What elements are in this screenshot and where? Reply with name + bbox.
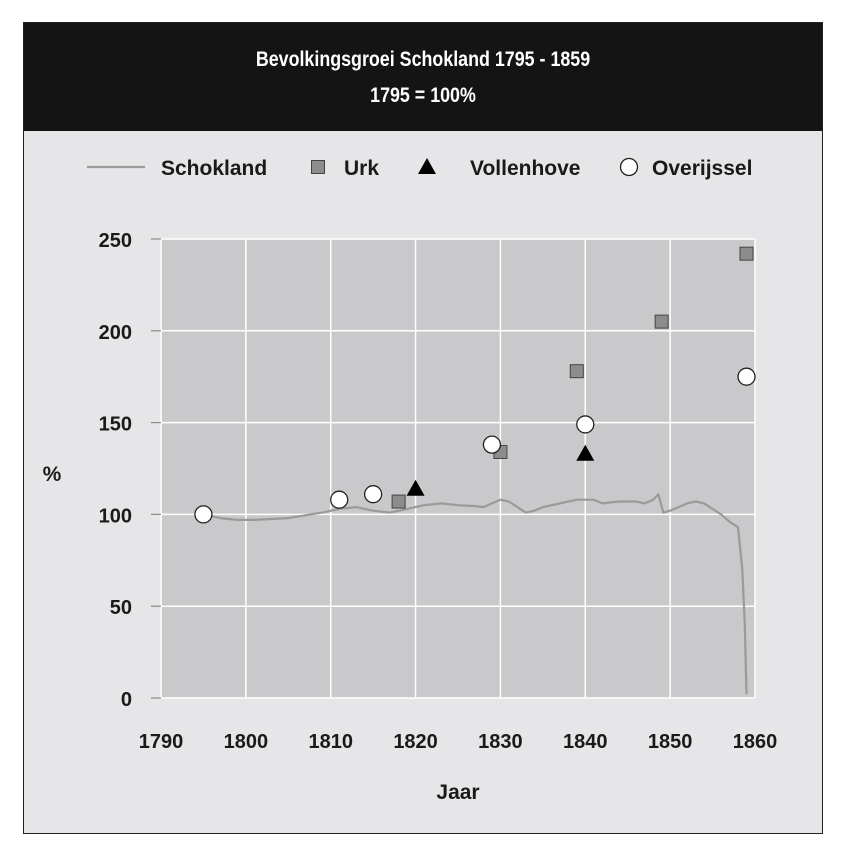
- legend-label-urk: Urk: [344, 157, 379, 180]
- legend-marker-overijssel: [619, 157, 639, 177]
- legend-marker-urk: [311, 160, 325, 174]
- legend-label-schokland: Schokland: [161, 157, 267, 180]
- x-tick-label: 1840: [563, 731, 608, 753]
- y-tick-label: 50: [110, 597, 132, 619]
- x-tick-label: 1830: [478, 731, 523, 753]
- legend-label-overijssel: Overijssel: [652, 157, 752, 180]
- x-tick-label: 1810: [308, 731, 353, 753]
- data-point-overijssel: [330, 490, 349, 509]
- series-line-schokland: [203, 493, 748, 695]
- data-point-overijssel: [482, 435, 502, 454]
- y-tick-label: 250: [99, 230, 132, 252]
- y-tick-label: 150: [99, 414, 132, 436]
- y-axis-label: %: [43, 463, 62, 486]
- y-tick-label: 100: [99, 505, 132, 527]
- chart-title: Bevolkingsgroei Schokland 1795 - 1859: [255, 48, 591, 71]
- data-point-urk: [739, 246, 754, 261]
- x-tick-label: 1790: [139, 731, 184, 753]
- chart-subtitle: 1795 = 100%: [370, 84, 476, 107]
- data-point-overijssel: [194, 505, 213, 524]
- x-tick-label: 1800: [224, 731, 269, 753]
- x-axis-label: Jaar: [436, 781, 479, 804]
- x-tick-label: 1850: [648, 731, 693, 753]
- x-tick-label: 1860: [733, 731, 778, 753]
- chart-header: Bevolkingsgroei Schokland 1795 - 1859 17…: [24, 23, 822, 131]
- x-tick-label: 1820: [393, 731, 438, 753]
- plot-area: [161, 239, 755, 698]
- data-point-urk: [569, 364, 584, 379]
- data-point-vollenhove: [576, 444, 595, 461]
- data-point-overijssel: [576, 415, 595, 434]
- y-tick-label: 0: [121, 689, 132, 711]
- legend-marker-vollenhove: [418, 158, 436, 174]
- legend-label-vollenhove: Vollenhove: [470, 157, 580, 180]
- data-point-vollenhove: [406, 479, 425, 496]
- data-point-urk: [391, 494, 406, 509]
- data-point-overijssel: [737, 367, 756, 386]
- data-point-overijssel: [363, 485, 383, 504]
- data-point-urk: [654, 314, 669, 329]
- y-tick-label: 200: [99, 322, 132, 344]
